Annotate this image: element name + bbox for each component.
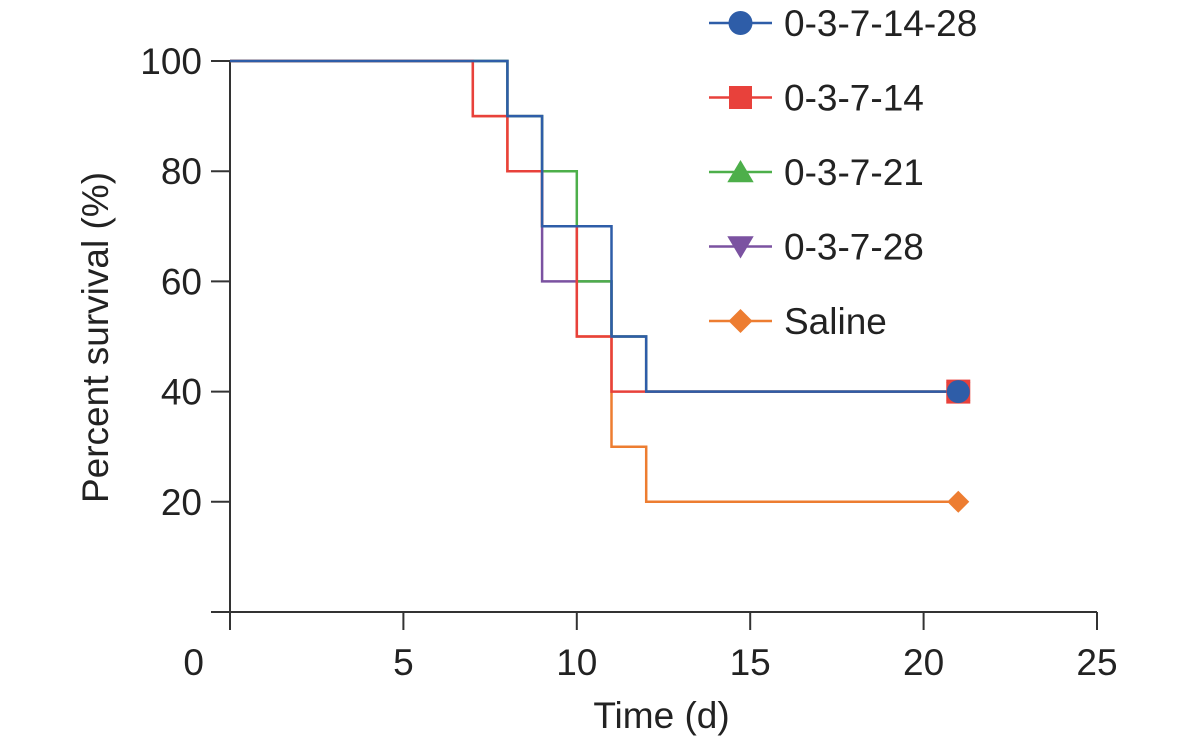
legend-item-0-3-7-28: 0-3-7-28 — [709, 227, 924, 268]
legend-item-0-3-7-14: 0-3-7-14 — [709, 78, 924, 119]
y-axis-title: Percent survival (%) — [75, 172, 116, 503]
y-tick-label: 80 — [161, 151, 202, 192]
end-marker-saline — [947, 490, 970, 513]
x-tick-label: 0 — [183, 642, 204, 683]
y-tick-label: 100 — [140, 41, 202, 82]
series-0-3-7-14-28 — [230, 59, 959, 393]
x-axis-title: Time (d) — [593, 695, 729, 736]
y-tick-label: 20 — [161, 482, 202, 523]
legend-label-0-3-7-21: 0-3-7-21 — [784, 152, 924, 193]
legend-item-saline: Saline — [709, 301, 887, 342]
x-tick-label: 10 — [556, 642, 597, 683]
x-tick-label: 25 — [1076, 642, 1117, 683]
end-marker-0-3-7-14-28 — [946, 380, 970, 404]
legend-label-0-3-7-14: 0-3-7-14 — [784, 78, 924, 119]
series-layer — [230, 59, 971, 513]
legend-marker-0-3-7-14-28 — [728, 11, 753, 35]
x-tick-label: 5 — [393, 642, 414, 683]
legend-marker-0-3-7-21 — [727, 160, 754, 183]
x-tick-label: 15 — [730, 642, 771, 683]
legend-item-0-3-7-21: 0-3-7-21 — [709, 152, 924, 193]
legend-marker-0-3-7-28 — [727, 236, 754, 259]
legend-label-0-3-7-28: 0-3-7-28 — [784, 227, 924, 268]
y-tick-label: 40 — [161, 372, 202, 413]
legend-marker-0-3-7-14 — [729, 86, 752, 109]
legend: 0-3-7-14-28 0-3-7-14 0-3-7-21 0-3-7-28 Salin… — [709, 3, 977, 342]
x-tick-label: 20 — [903, 642, 944, 683]
series-line-0-3-7-14-28 — [230, 59, 959, 393]
axes: 20 40 60 80 100 0 5 10 15 20 25 — [140, 41, 1117, 683]
legend-label-saline: Saline — [784, 301, 887, 342]
y-tick-label: 60 — [161, 261, 202, 302]
legend-marker-saline — [728, 309, 753, 333]
legend-item-0-3-7-14-28: 0-3-7-14-28 — [709, 3, 977, 44]
legend-label-0-3-7-14-28: 0-3-7-14-28 — [784, 3, 977, 44]
